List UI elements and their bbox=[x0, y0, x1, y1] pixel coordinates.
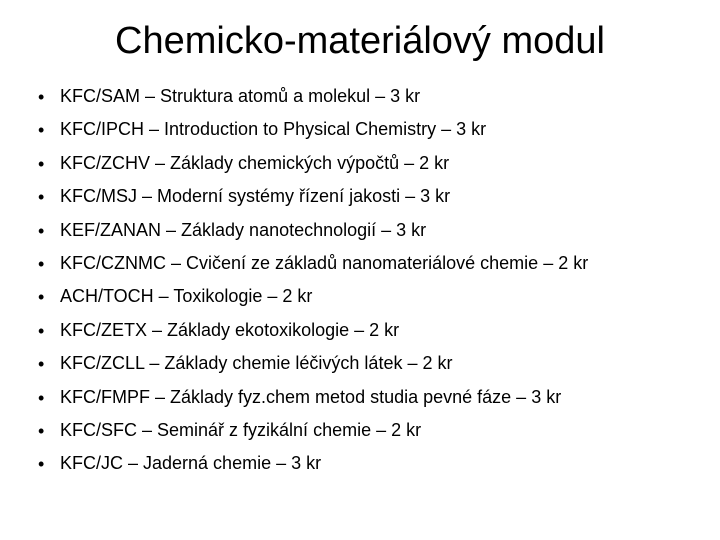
list-item: • KFC/ZCLL – Základy chemie léčivých lát… bbox=[38, 352, 682, 376]
list-item: • KFC/IPCH – Introduction to Physical Ch… bbox=[38, 118, 682, 142]
list-item: • KFC/SFC – Seminář z fyzikální chemie –… bbox=[38, 419, 682, 443]
bullet-list: • KFC/SAM – Struktura atomů a molekul – … bbox=[38, 85, 682, 477]
list-item: • KFC/FMPF – Základy fyz.chem metod stud… bbox=[38, 386, 682, 410]
list-item-text: KFC/JC – Jaderná chemie – 3 kr bbox=[60, 452, 682, 475]
list-item-text: ACH/TOCH – Toxikologie – 2 kr bbox=[60, 285, 682, 308]
list-item: • KEF/ZANAN – Základy nanotechnologií – … bbox=[38, 219, 682, 243]
slide: Chemicko-materiálový modul • KFC/SAM – S… bbox=[0, 0, 720, 540]
bullet-icon: • bbox=[38, 152, 60, 176]
bullet-icon: • bbox=[38, 452, 60, 476]
bullet-icon: • bbox=[38, 118, 60, 142]
list-item-text: KFC/ZCHV – Základy chemických výpočtů – … bbox=[60, 152, 682, 175]
list-item: • KFC/CZNMC – Cvičení ze základů nanomat… bbox=[38, 252, 682, 276]
list-item-text: KFC/SAM – Struktura atomů a molekul – 3 … bbox=[60, 85, 682, 108]
list-item-text: KFC/CZNMC – Cvičení ze základů nanomater… bbox=[60, 252, 682, 275]
list-item: • KFC/SAM – Struktura atomů a molekul – … bbox=[38, 85, 682, 109]
slide-title: Chemicko-materiálový modul bbox=[38, 20, 682, 63]
list-item-text: KEF/ZANAN – Základy nanotechnologií – 3 … bbox=[60, 219, 682, 242]
bullet-icon: • bbox=[38, 219, 60, 243]
bullet-icon: • bbox=[38, 319, 60, 343]
bullet-icon: • bbox=[38, 252, 60, 276]
list-item: • KFC/ZETX – Základy ekotoxikologie – 2 … bbox=[38, 319, 682, 343]
bullet-icon: • bbox=[38, 185, 60, 209]
bullet-icon: • bbox=[38, 419, 60, 443]
bullet-icon: • bbox=[38, 85, 60, 109]
list-item: • KFC/ZCHV – Základy chemických výpočtů … bbox=[38, 152, 682, 176]
list-item-text: KFC/FMPF – Základy fyz.chem metod studia… bbox=[60, 386, 682, 409]
bullet-icon: • bbox=[38, 386, 60, 410]
bullet-icon: • bbox=[38, 352, 60, 376]
list-item-text: KFC/IPCH – Introduction to Physical Chem… bbox=[60, 118, 682, 141]
list-item-text: KFC/SFC – Seminář z fyzikální chemie – 2… bbox=[60, 419, 682, 442]
list-item: • KFC/JC – Jaderná chemie – 3 kr bbox=[38, 452, 682, 476]
list-item-text: KFC/ZCLL – Základy chemie léčivých látek… bbox=[60, 352, 682, 375]
list-item-text: KFC/ZETX – Základy ekotoxikologie – 2 kr bbox=[60, 319, 682, 342]
bullet-icon: • bbox=[38, 285, 60, 309]
list-item: • ACH/TOCH – Toxikologie – 2 kr bbox=[38, 285, 682, 309]
list-item: • KFC/MSJ – Moderní systémy řízení jakos… bbox=[38, 185, 682, 209]
list-item-text: KFC/MSJ – Moderní systémy řízení jakosti… bbox=[60, 185, 682, 208]
